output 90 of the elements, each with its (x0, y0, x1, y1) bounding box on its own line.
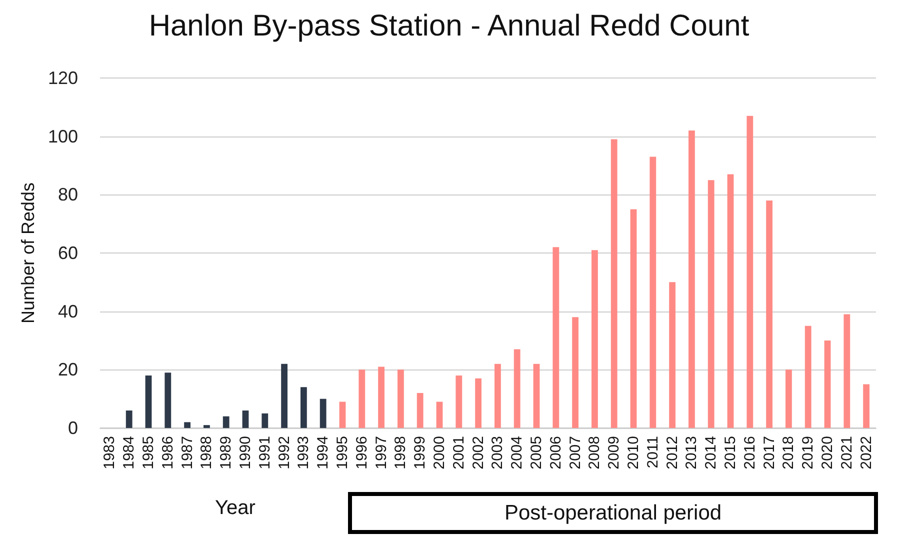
x-tick-label: 1992 (276, 436, 293, 470)
chart-title: Hanlon By-pass Station - Annual Redd Count (148, 10, 750, 42)
bar (358, 370, 366, 428)
x-tick-label: 1991 (256, 436, 274, 470)
x-tick-label: 2015 (722, 436, 739, 470)
x-tick-label: 2005 (528, 436, 545, 470)
bar (552, 247, 560, 428)
y-tick-label: 20 (58, 360, 78, 380)
x-tick-label: 2012 (664, 436, 681, 470)
x-tick-label: 2014 (702, 436, 720, 470)
x-tick-label: 2006 (547, 436, 564, 470)
bar (688, 130, 695, 428)
bar (592, 250, 598, 428)
bar (164, 372, 172, 428)
x-tick-label: 1997 (372, 436, 390, 470)
bar (494, 364, 501, 428)
x-tick-label: 2011 (644, 436, 662, 468)
bar (610, 139, 618, 428)
x-tick-label: 1986 (159, 436, 176, 470)
bar (824, 340, 831, 428)
y-tick-label: 0 (68, 418, 78, 438)
x-tick-label: 1990 (237, 436, 254, 470)
x-tick-label: 2007 (566, 436, 584, 470)
y-tick-label: 40 (58, 301, 78, 322)
x-tick-label: 2008 (586, 436, 604, 470)
x-tick-label: 2000 (431, 436, 448, 470)
y-tick-label: 100 (48, 126, 78, 146)
bar (242, 410, 249, 428)
bar (262, 413, 268, 428)
bar (378, 366, 384, 428)
bar (416, 393, 424, 428)
x-tick-label: 1996 (353, 436, 370, 470)
x-tick-label: 1988 (198, 436, 216, 470)
x-tick-label: 1993 (295, 436, 312, 470)
x-tick-label: 2018 (780, 436, 798, 470)
x-tick-label: 1995 (334, 436, 351, 470)
x-tick-label: 1985 (140, 436, 157, 470)
y-tick-label: 120 (48, 68, 78, 88)
x-tick-label: 2002 (470, 436, 487, 470)
y-axis-title: Number of Redds (18, 182, 38, 324)
bar (145, 376, 152, 428)
x-tick-label: 2003 (489, 436, 506, 470)
bar (456, 376, 462, 428)
x-tick-label: 2001 (450, 436, 468, 470)
bar (281, 364, 288, 428)
x-tick-label: 1998 (392, 436, 410, 470)
x-tick-label: 2009 (606, 436, 623, 470)
bar (436, 402, 443, 428)
bar (746, 116, 754, 428)
bar (844, 314, 850, 428)
bar (514, 349, 520, 428)
bar (126, 410, 132, 428)
bar (786, 370, 792, 428)
x-tick-label: 2020 (819, 436, 836, 470)
x-axis-title: Year (215, 497, 256, 519)
bar (475, 378, 482, 428)
x-tick-label: 2017 (760, 436, 778, 470)
x-tick-label: 2022 (858, 436, 875, 470)
x-tick-label: 1984 (120, 436, 138, 470)
bar (727, 174, 734, 428)
bar (650, 156, 656, 428)
bar (320, 398, 326, 428)
bar (204, 425, 210, 428)
x-tick-label: 1994 (314, 436, 332, 470)
x-tick-label: 2013 (683, 436, 700, 470)
text: Post-operational period (504, 502, 722, 524)
bar (863, 384, 870, 428)
x-tick-label: 2019 (800, 436, 817, 470)
y-tick-label: 80 (58, 184, 78, 205)
bar (339, 402, 346, 428)
bar (804, 326, 812, 428)
bar (222, 416, 230, 428)
x-tick-label: 1999 (412, 436, 429, 470)
y-tick-label: 60 (58, 243, 78, 263)
bar (669, 282, 676, 428)
bar (184, 422, 190, 428)
bar (630, 209, 637, 428)
bar (708, 180, 714, 428)
x-tick-label: 2010 (625, 436, 642, 470)
x-tick-label: 2021 (838, 436, 856, 470)
x-tick-label: 1983 (101, 436, 118, 470)
bar (300, 387, 307, 428)
x-tick-label: 2004 (508, 436, 526, 470)
bar (398, 370, 404, 428)
bar (533, 364, 540, 428)
bar (766, 200, 772, 428)
x-tick-label: 1989 (218, 436, 235, 470)
bar (572, 317, 578, 428)
x-tick-label: 2016 (741, 436, 758, 470)
x-tick-label: 1987 (178, 436, 196, 470)
